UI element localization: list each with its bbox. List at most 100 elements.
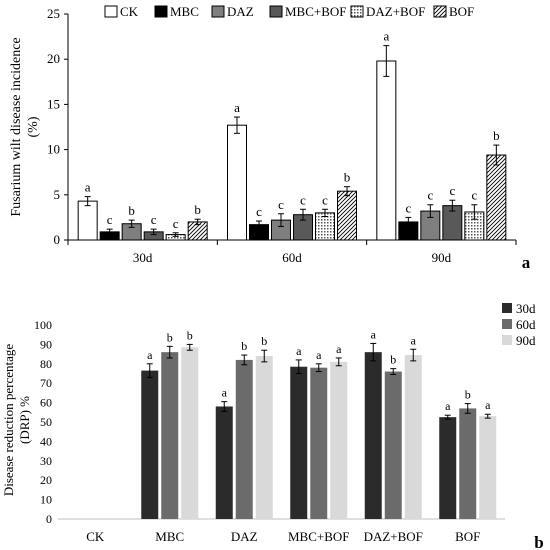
panel-a-y-tick-label: 25: [47, 6, 60, 21]
panel-b-legend-swatch-30d: [502, 303, 512, 313]
panel-b-y-tick-label: 50: [40, 415, 52, 429]
panel-a-legend-label: CK: [120, 4, 139, 19]
panel-b-y-tick-label: 70: [40, 376, 52, 390]
panel-b-significance-letter: a: [371, 327, 377, 341]
panel-b-legend-label: 90d: [516, 333, 536, 348]
panel-b-label: b: [534, 533, 543, 550]
panel-b-significance-letter: a: [485, 398, 491, 412]
panel-a-significance-letter: a: [383, 29, 389, 44]
panel-b-x-tick-label: DAZ: [231, 529, 258, 544]
panel-b-bar-60d: [235, 359, 253, 519]
panel-a: Fusarium wilt disease incidence (%) a 0 5…: [9, 4, 531, 272]
panel-a-significance-letter: c: [300, 192, 306, 207]
panel-a-y-axis-label-line-2: (%): [26, 116, 41, 137]
panel-b-significance-letter: a: [411, 333, 417, 347]
panel-a-legend-swatch-DAZ: [211, 5, 225, 18]
panel-b-significance-letter: b: [241, 339, 247, 353]
panel-a-significance-letter: c: [278, 197, 284, 212]
panel-b-significance-letter: a: [222, 386, 228, 400]
panel-b-y-tick-label: 60: [40, 396, 52, 410]
panel-b-bar-90d: [181, 347, 199, 519]
panel-a-bar-CK: [376, 60, 397, 241]
panel-b-bar-90d: [330, 361, 348, 519]
panel-a-significance-letter: b: [493, 128, 500, 143]
panel-b-bar-30d: [215, 406, 233, 519]
panel-a-bar-BOF: [337, 190, 357, 241]
panel-a-legend-label: DAZ: [227, 4, 254, 19]
panel-a-y-tick-label: 10: [47, 142, 60, 157]
panel-b-bar-90d: [255, 356, 273, 519]
panel-b-legend-label: 30d: [516, 301, 536, 316]
panel-a-significance-letter: c: [427, 188, 433, 203]
panel-b-legend-swatch-60d: [502, 319, 512, 329]
panel-b-y-tick-label: 40: [40, 434, 52, 448]
panel-b-bar-30d: [439, 417, 457, 519]
panel-b-significance-letter: b: [390, 353, 396, 367]
panel-b-bar-30d: [364, 352, 382, 519]
panel-a-y-tick-label: 15: [47, 96, 60, 111]
panel-a-x-tick-label: 30d: [133, 250, 153, 265]
panel-a-significance-letter: a: [85, 180, 91, 195]
panel-a-y-axis-label-line-1: Fusarium wilt disease incidence: [9, 37, 24, 216]
panel-b-bar-90d: [404, 355, 422, 519]
panel-b-y-tick-label: 100: [34, 318, 52, 332]
panel-b-legend-label: 60d: [516, 317, 536, 332]
panel-b-significance-letter: a: [445, 399, 451, 413]
panel-a-legend-label: DAZ+BOF: [366, 4, 425, 19]
panel-b-legend-swatch-90d: [502, 335, 512, 345]
panel-a-legend-label: BOF: [449, 4, 474, 19]
panel-a-y-tick-label: 5: [54, 187, 61, 202]
panel-b-significance-letter: b: [465, 388, 471, 402]
panel-a-significance-letter: c: [107, 212, 113, 227]
panel-b-significance-letter: a: [336, 342, 342, 356]
panel-b-significance-letter: b: [261, 334, 267, 348]
panel-b-bar-60d: [384, 371, 402, 519]
panel-b-x-tick-label: MBC: [155, 529, 184, 544]
panel-b-x-tick-label: MBC+BOF: [288, 529, 350, 544]
panel-b-x-tick-label: CK: [86, 529, 105, 544]
panel-b-significance-letter: a: [296, 344, 302, 358]
panel-b-y-tick-label: 80: [40, 357, 52, 371]
panel-b: Disease reduction percentage (DRP) % b 0…: [1, 301, 544, 550]
panel-a-y-tick-label: 0: [54, 232, 61, 247]
panel-a-significance-letter: c: [449, 183, 455, 198]
panel-a-significance-letter: a: [234, 100, 240, 115]
panel-a-bar-CK: [77, 200, 98, 241]
panel-b-bar-60d: [161, 352, 179, 519]
panel-b-y-tick-label: 90: [40, 337, 52, 351]
panel-a-legend-swatch-MBC+BOF: [269, 5, 283, 18]
panel-a-significance-letter: b: [194, 202, 201, 217]
panel-a-bar-BOF: [486, 154, 507, 241]
panel-a-significance-letter: b: [128, 203, 135, 218]
panel-b-bar-60d: [459, 408, 477, 519]
panel-b-bar-30d: [141, 370, 159, 519]
panel-a-significance-letter: c: [173, 216, 179, 231]
panel-b-bar-60d: [310, 367, 328, 519]
panel-a-significance-letter: c: [151, 212, 157, 227]
panel-a-y-tick-label: 20: [47, 51, 60, 66]
panel-b-significance-letter: b: [187, 328, 193, 342]
panel-a-legend-swatch-MBC: [154, 5, 168, 18]
panel-b-bar-90d: [479, 416, 497, 519]
panel-b-y-tick-label: 0: [46, 512, 52, 526]
panel-a-significance-letter: c: [471, 188, 477, 203]
panel-b-bar-30d: [290, 366, 308, 519]
panel-a-legend-swatch-DAZ+BOF: [350, 5, 364, 18]
panel-b-significance-letter: b: [167, 330, 173, 344]
panel-a-legend-swatch-CK: [104, 5, 118, 18]
panel-a-bar-CK: [227, 124, 247, 241]
panel-a-significance-letter: c: [256, 204, 262, 219]
panel-b-x-tick-label: DAZ+BOF: [364, 529, 423, 544]
panel-a-significance-letter: c: [405, 200, 411, 215]
panel-a-x-tick-label: 90d: [432, 250, 452, 265]
panel-b-y-tick-label: 20: [40, 473, 52, 487]
panel-b-significance-letter: a: [316, 348, 322, 362]
panel-b-x-tick-label: BOF: [455, 529, 480, 544]
panel-b-y-axis-label-line-2: (DRP) %: [17, 396, 32, 444]
panel-b-significance-letter: a: [147, 348, 153, 362]
panel-b-y-axis-label-line-1: Disease reduction percentage: [1, 344, 16, 497]
panel-a-x-tick-label: 60d: [282, 250, 302, 265]
panel-a-label: a: [522, 253, 531, 272]
panel-a-significance-letter: b: [344, 170, 351, 185]
